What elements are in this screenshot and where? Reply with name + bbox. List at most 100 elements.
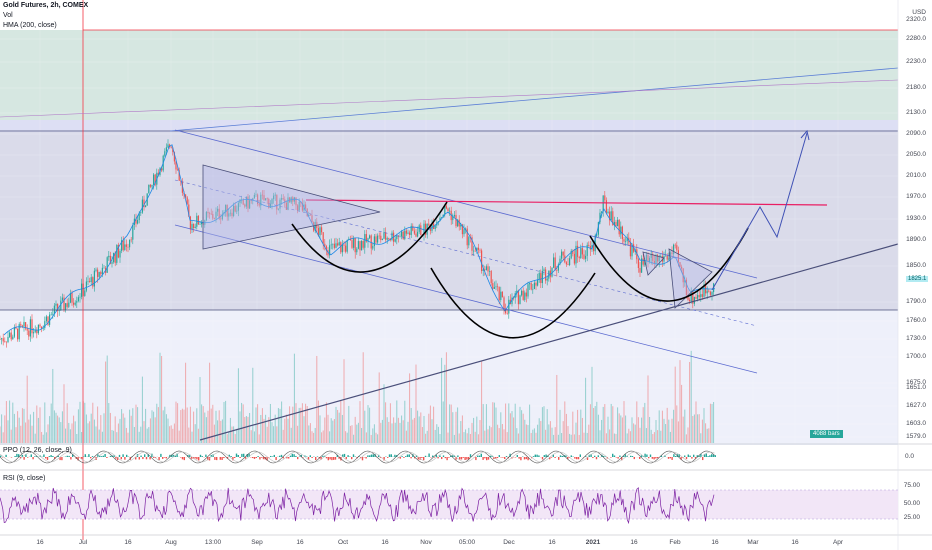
volume-bar	[602, 406, 604, 443]
volume-bar	[89, 421, 91, 443]
candle-body	[101, 267, 103, 275]
candle-body	[553, 257, 555, 268]
volume-bar	[87, 423, 89, 443]
ppo-histogram-bar	[534, 454, 536, 457]
ppo-histogram-bar	[90, 457, 92, 459]
candle-body	[689, 299, 691, 302]
ppo-histogram-bar	[208, 457, 211, 461]
volume-bar	[255, 407, 257, 443]
candle-body	[207, 211, 209, 214]
volume-bar	[381, 419, 383, 443]
candle-body	[653, 260, 655, 264]
volume-bar	[217, 420, 219, 443]
ppo-histogram-bar	[304, 455, 306, 457]
volume-bar	[132, 408, 134, 443]
volume-bar	[15, 427, 17, 443]
candle-body	[457, 219, 459, 227]
volume-bar	[197, 428, 199, 443]
volume-bar	[551, 427, 553, 443]
price-tick: 1760.0	[906, 317, 926, 324]
volume-bar	[410, 407, 412, 443]
candle-body	[271, 199, 273, 204]
ppo-histogram-bar	[172, 454, 175, 457]
candle-body	[76, 301, 78, 303]
candle-body	[461, 224, 463, 235]
volume-bar	[405, 430, 407, 443]
volume-bar	[261, 408, 263, 443]
volume-bar	[511, 411, 513, 443]
candle-body	[297, 205, 299, 211]
ppo-histogram-bar	[181, 457, 184, 460]
volume-bar	[58, 417, 60, 443]
volume-bar	[65, 428, 67, 443]
candle-body	[385, 232, 387, 240]
time-tick: 05:00	[458, 539, 476, 546]
candle-body	[596, 234, 598, 236]
volume-bar	[191, 431, 193, 443]
volume-bar	[423, 416, 425, 443]
candle-body	[237, 203, 239, 211]
candle-body	[485, 266, 487, 270]
volume-bar	[370, 434, 372, 443]
candle-body	[362, 241, 364, 248]
volume-bar	[452, 412, 454, 443]
ppo-histogram-bar	[496, 457, 499, 459]
volume-bar	[122, 413, 124, 443]
volume-bar	[348, 405, 350, 443]
candle-body	[522, 290, 524, 300]
ppo-histogram-bar	[673, 454, 675, 457]
price-tick: 2130.0	[906, 109, 926, 116]
candle-body	[391, 232, 393, 240]
volume-bar	[399, 422, 401, 443]
volume-bar	[53, 410, 55, 443]
candle-body	[481, 250, 483, 271]
volume-bar	[271, 422, 273, 443]
volume-bar	[317, 400, 319, 443]
candle-body	[409, 232, 411, 235]
volume-bar	[351, 425, 353, 443]
price-tick: 1970.0	[906, 193, 926, 200]
volume-bar	[169, 426, 171, 443]
time-tick: 16	[124, 539, 132, 546]
candle-body	[274, 194, 276, 196]
candle-body	[674, 244, 676, 246]
ppo-histogram-bar	[145, 457, 148, 460]
volume-bar	[420, 412, 422, 443]
candle-body	[610, 211, 612, 221]
volume-bar	[639, 427, 641, 443]
volume-bar	[18, 417, 20, 443]
price-tick: 2010.0	[906, 172, 926, 179]
volume-bar	[26, 375, 28, 443]
ppo-histogram-bar	[475, 457, 477, 461]
candle-body	[455, 214, 457, 227]
ppo-histogram-bar	[345, 457, 347, 459]
volume-bar	[661, 410, 663, 443]
candle-body	[298, 201, 300, 211]
candle-body	[578, 256, 580, 259]
candle-body	[701, 294, 703, 297]
volume-bar	[621, 417, 623, 443]
ppo-histogram-bar	[408, 454, 410, 457]
volume-bar	[604, 404, 606, 443]
volume-bar	[476, 416, 478, 443]
candle-body	[169, 144, 171, 147]
volume-bar	[469, 433, 471, 443]
ppo-histogram-bar	[336, 455, 338, 457]
ppo-histogram-bar	[383, 457, 385, 461]
ppo-histogram-bar	[239, 457, 241, 458]
volume-bar	[628, 428, 630, 443]
hma-legend: HMA (200, close)	[3, 22, 57, 29]
ppo-histogram-bar	[639, 457, 641, 459]
current-price-tag[interactable]: 1825.1	[906, 276, 929, 282]
ppo-histogram-bar	[370, 454, 373, 457]
candle-body	[81, 283, 83, 297]
ppo-histogram-bar	[423, 457, 425, 461]
ppo-histogram-bar	[271, 456, 274, 457]
volume-bar	[415, 364, 417, 443]
volume-bar	[623, 401, 625, 443]
ppo-signal-line	[0, 451, 715, 463]
candle-body	[685, 279, 687, 296]
ppo-histogram-bar	[554, 457, 556, 458]
volume-bar	[181, 408, 183, 443]
